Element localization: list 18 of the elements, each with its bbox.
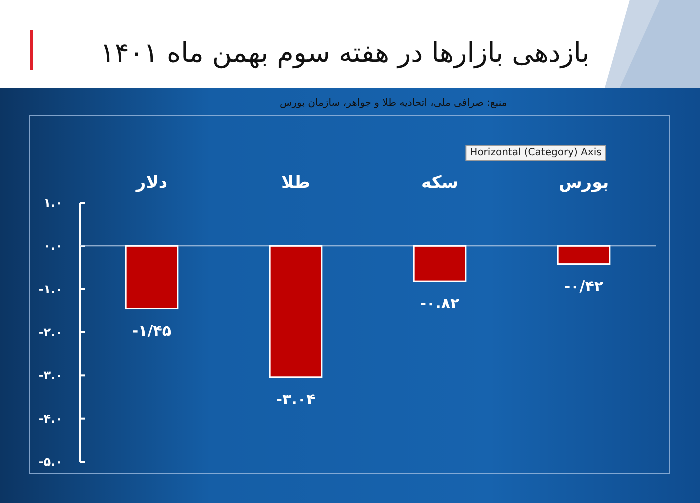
text: منبع: صرافی ملی، اتحادیه طلا و جواهر، سازمان بورس: [280, 98, 508, 109]
x-tick-label: بورس: [558, 173, 610, 193]
y-tick-label: -۲.۰: [38, 326, 63, 340]
data-label: -۱/۴۵: [132, 322, 172, 340]
text: Horizontal (Category) Axis: [470, 148, 602, 158]
x-tick-label: دلار: [135, 173, 168, 193]
chart-title: بازدهی بازارها در هفته سوم بهمن ماه ۱۴۰۱: [100, 38, 590, 69]
y-tick-label: -۴.۰: [38, 412, 63, 426]
y-tick-label: ۰.۰: [44, 239, 63, 254]
y-tick-label: -۱.۰: [38, 282, 63, 296]
x-tick-label: سکه: [422, 173, 458, 193]
y-tick-label: -۳.۰: [38, 368, 63, 383]
data-label: -۳.۰۴: [276, 390, 316, 408]
y-tick-label: ۱.۰: [44, 196, 63, 210]
data-label: -۰/۴۲: [564, 277, 604, 296]
x-tick-label: طلا: [282, 173, 310, 193]
y-tick-label: -۵.۰: [38, 455, 63, 469]
data-label: -۰.۸۲: [420, 294, 460, 313]
